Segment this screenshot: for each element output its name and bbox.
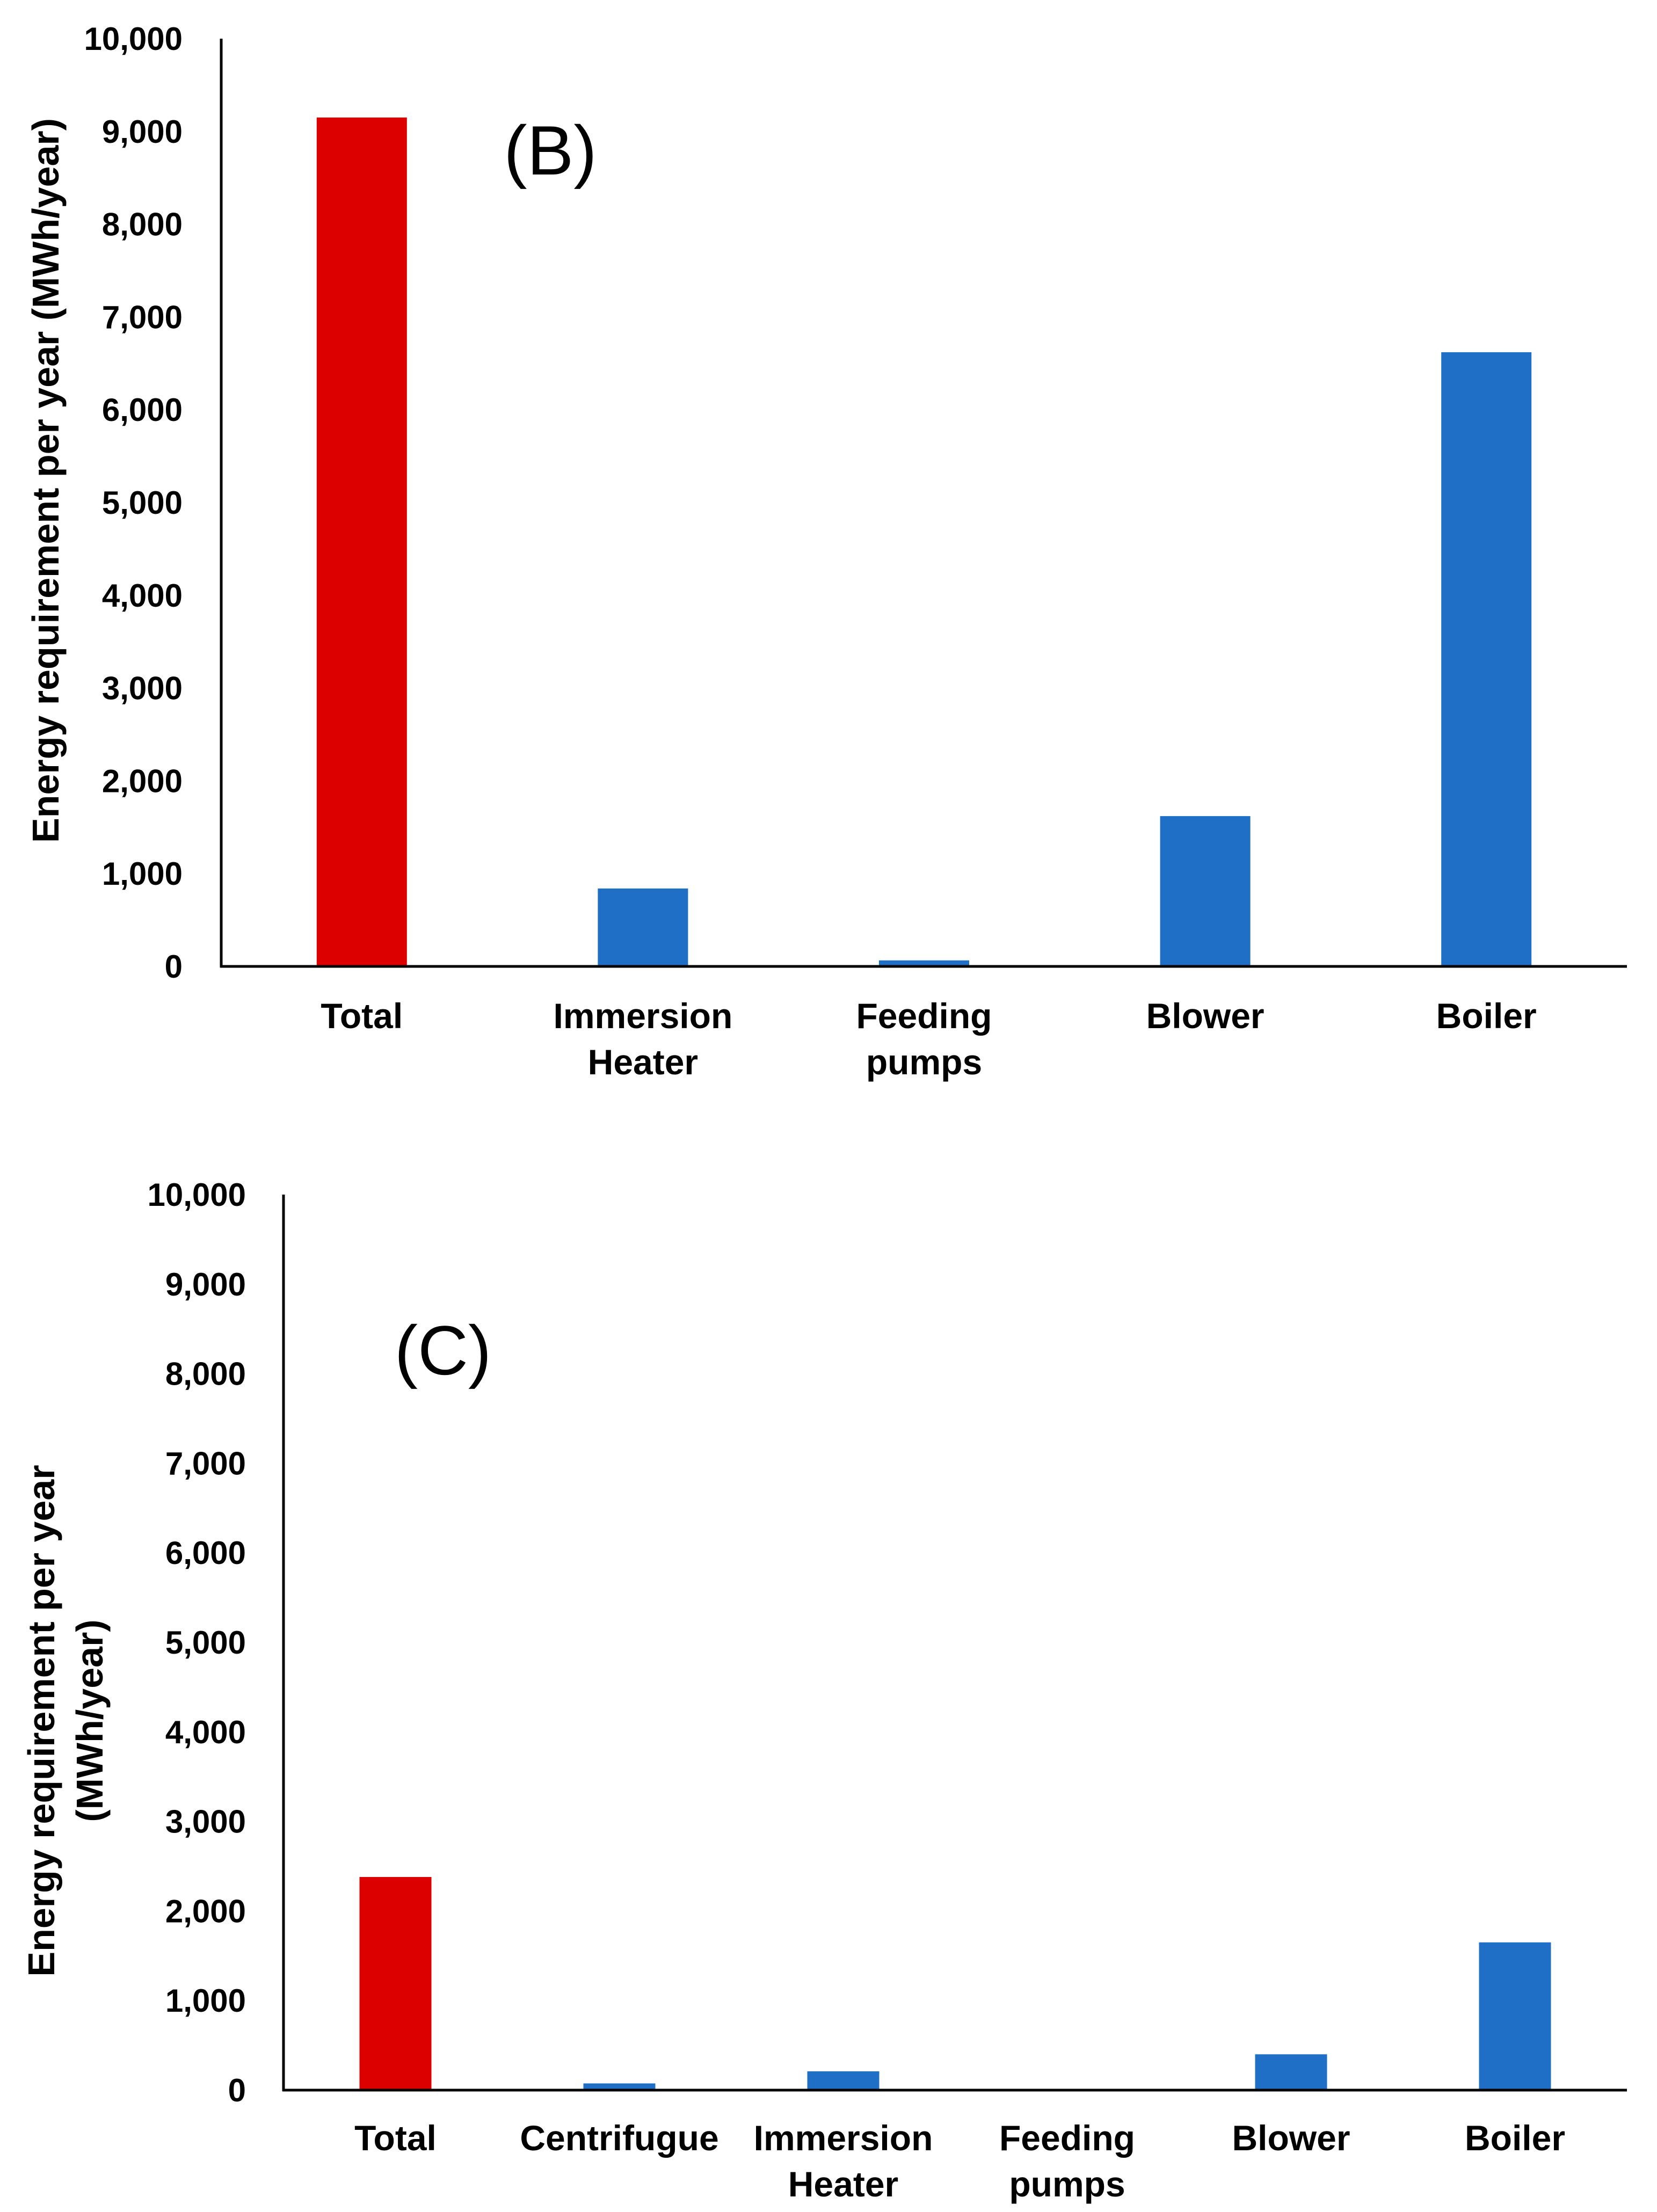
category-label: Boiler — [1436, 996, 1537, 1036]
bar — [1255, 2054, 1327, 2090]
category-label: Heater — [588, 1042, 698, 1082]
y-tick-label: 2,000 — [165, 1893, 246, 1929]
category-label: Total — [354, 2118, 437, 2158]
y-axis-title: Energy requirement per year (MWh/year) — [20, 1465, 111, 1976]
bar — [879, 960, 969, 966]
bar — [1441, 352, 1532, 967]
y-tick-label: 9,000 — [165, 1267, 246, 1303]
y-tick-label: 5,000 — [165, 1625, 246, 1661]
bar — [316, 117, 407, 966]
category-label: Centrifugue — [520, 2118, 718, 2158]
y-tick-label: 3,000 — [165, 1804, 246, 1840]
y-tick-label: 10,000 — [84, 21, 183, 57]
y-axis-title: Energy requirement per year (MWh/year) — [25, 118, 67, 843]
bar — [359, 1877, 432, 2090]
y-tick-label: 8,000 — [102, 207, 183, 243]
y-tick-label: 6,000 — [165, 1535, 246, 1571]
y-tick-label: 1,000 — [102, 856, 183, 892]
panel-label: (C) — [395, 1311, 491, 1389]
y-tick-label: 1,000 — [165, 1983, 246, 2019]
category-label: pumps — [866, 1042, 982, 1082]
y-tick-label: 0 — [228, 2072, 246, 2108]
y-tick-label: 8,000 — [165, 1356, 246, 1392]
bar — [807, 2071, 880, 2090]
category-label: Heater — [788, 2164, 898, 2204]
category-label: Blower — [1232, 2118, 1350, 2158]
panel-label: (B) — [504, 111, 597, 190]
category-label: Feeding — [856, 996, 992, 1036]
y-axis-title-line: (MWh/year) — [69, 1619, 111, 1822]
y-tick-label: 5,000 — [102, 485, 183, 521]
y-tick-label: 0 — [165, 949, 183, 985]
category-label: Immersion — [754, 2118, 933, 2158]
category-label: Feeding — [999, 2118, 1135, 2158]
category-label: Boiler — [1465, 2118, 1565, 2158]
y-tick-label: 6,000 — [102, 392, 183, 428]
category-label: Total — [321, 996, 403, 1036]
bar — [1479, 1942, 1551, 2090]
y-tick-label: 4,000 — [102, 578, 183, 614]
y-tick-label: 9,000 — [102, 114, 183, 150]
category-label: Blower — [1146, 996, 1264, 1036]
bar — [1160, 816, 1251, 966]
chart-c: 0 1,000 2,000 3,000 4,000 5,000 6,000 7,000 8,00… — [20, 1177, 1627, 2204]
y-tick-label: 7,000 — [102, 299, 183, 335]
y-tick-label: 10,000 — [147, 1177, 246, 1213]
y-tick-label: 2,000 — [102, 763, 183, 799]
bar — [583, 2083, 656, 2090]
y-axis-title-line: Energy requirement per year (MWh/year) — [25, 118, 67, 843]
y-tick-label: 7,000 — [165, 1445, 246, 1481]
y-axis-title-line: Energy requirement per year — [20, 1465, 62, 1976]
y-tick-label: 3,000 — [102, 671, 183, 707]
category-label: pumps — [1009, 2164, 1125, 2204]
category-label: Immersion — [554, 996, 733, 1036]
bar — [598, 888, 688, 966]
chart-b: 0 1,000 2,000 3,000 4,000 5,000 6,000 7,000 8,00… — [25, 21, 1627, 1082]
y-tick-label: 4,000 — [165, 1714, 246, 1750]
